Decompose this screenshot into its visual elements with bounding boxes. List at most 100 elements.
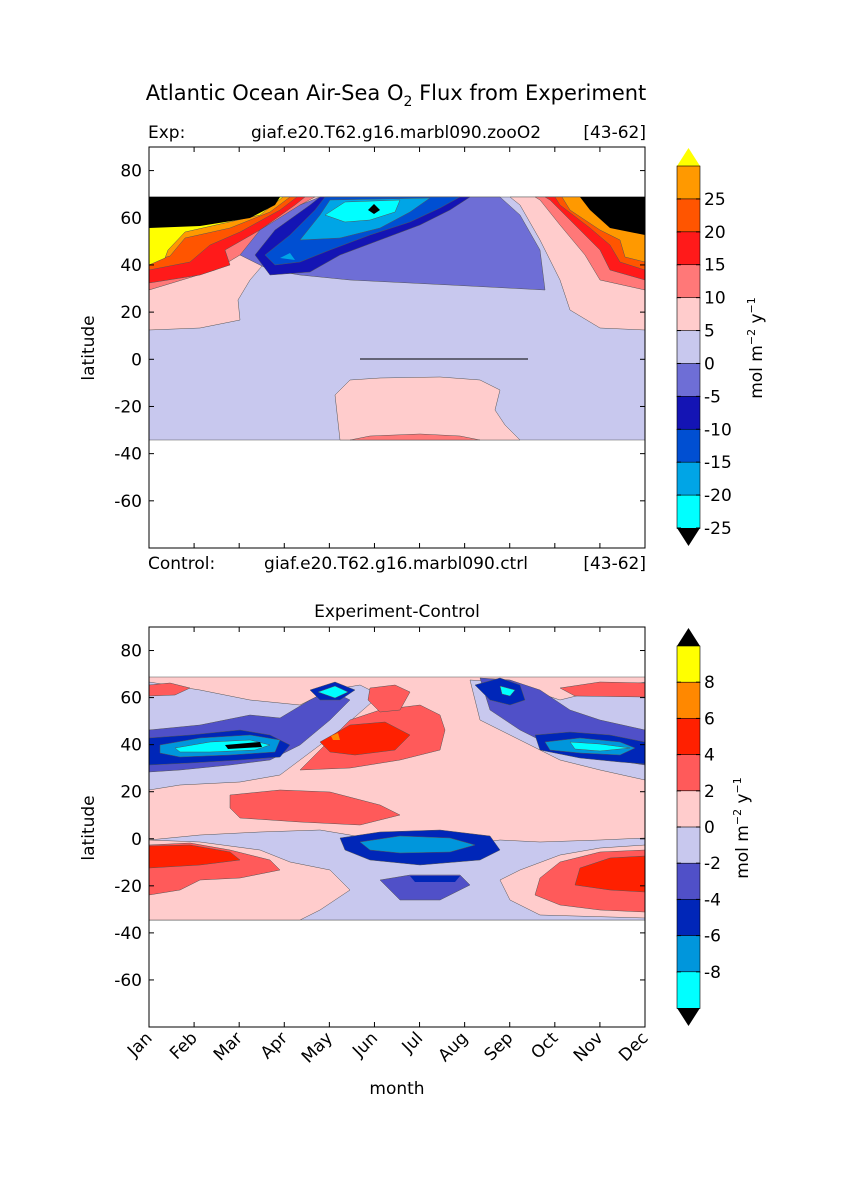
- top-colorbar-segment: [676, 165, 701, 200]
- top-colorbar-segment: [676, 231, 701, 266]
- bottom-ytick-label: 60: [120, 689, 142, 709]
- bottom-colorbar-tick-label: 0: [704, 818, 715, 838]
- bottom-colorbar-segment: [676, 718, 701, 756]
- month-tick-label: Jul: [398, 1028, 427, 1057]
- top-ytick-label: 60: [120, 209, 142, 229]
- bottom-ytick-label: -20: [114, 877, 142, 897]
- top-ytick-label: -40: [114, 445, 142, 465]
- bottom-contour-2-4-sub: [229, 789, 401, 826]
- bottom-ytick-label: -60: [114, 971, 142, 991]
- month-tick-label: Oct: [527, 1028, 562, 1063]
- bottom-ytick-label: 0: [131, 830, 142, 850]
- bottom-colorbar-segment: [676, 899, 701, 937]
- bottom-ytick-label: -40: [114, 924, 142, 944]
- top-colorbar-segment: [676, 363, 701, 398]
- bottom-colorbar-tick-label: -8: [704, 963, 721, 983]
- month-tick-label: Apr: [257, 1028, 292, 1063]
- bottom-plot-frame: [148, 626, 646, 1028]
- bottom-colorbar-tick-label: -4: [704, 890, 721, 910]
- bottom-colorbar-extend-max: [677, 628, 700, 646]
- top-colorbar-tick-label: 5: [704, 322, 715, 342]
- top-colorbar-segment: [676, 494, 701, 529]
- top-ytick-label: -60: [114, 492, 142, 512]
- bottom-contour-6-8-mid: [331, 733, 340, 740]
- top-plot-frame: [148, 146, 646, 549]
- bottom-colorbar-tick-label: 6: [704, 709, 715, 729]
- top-ytick-label: 40: [120, 256, 142, 276]
- bottom-contour-neg10-neg8-may: [317, 685, 349, 699]
- bottom-colorbar-tick-label: -6: [704, 927, 721, 947]
- bottom-title: Experiment-Control: [314, 602, 480, 622]
- bottom-ytick-label: 20: [120, 783, 142, 803]
- bottom-colorbar-label: mol m−2 y−1: [731, 777, 753, 879]
- month-tick-label: Sep: [480, 1028, 517, 1065]
- bottom-ytick-label: 40: [120, 736, 142, 756]
- month-tick-label: Aug: [435, 1028, 473, 1066]
- top-header-left: Exp:: [148, 123, 185, 143]
- top-colorbar-segment: [676, 297, 701, 332]
- bottom-colorbar-tick-label: 2: [704, 782, 715, 802]
- bottom-colorbar-segment: [676, 935, 701, 973]
- top-colorbar-tick-label: -25: [704, 519, 732, 539]
- top-contour-over30-east: [580, 197, 645, 235]
- top-colorbar-segment: [676, 198, 701, 233]
- top-contour-5-10-south: [349, 433, 481, 441]
- top-footer-mid: giaf.e20.T62.g16.marbl090.ctrl: [264, 554, 528, 574]
- bottom-contour-2-4-ne: [559, 681, 645, 698]
- top-colorbar-tick-label: -15: [704, 453, 732, 473]
- bottom-colorbar-segment: [676, 826, 701, 865]
- bottom-contour-4-6-se: [574, 855, 645, 893]
- top-colorbar-segment: [676, 330, 701, 365]
- bottom-contour-neg10-neg8-sep: [499, 685, 516, 697]
- bottom-colorbar-segment: [676, 645, 701, 684]
- top-colorbar-tick-label: -5: [704, 387, 721, 407]
- figure-title: Atlantic Ocean Air-Sea O2 Flux from Expe…: [146, 81, 647, 110]
- bottom-contour-neg8-neg6-eq: [359, 835, 476, 854]
- bottom-contour-neg6-neg4-south: [410, 876, 460, 882]
- top-ytick-label: 80: [120, 162, 142, 182]
- month-tick-label: Nov: [570, 1028, 608, 1066]
- bottom-y-axis: 80 60 40 20 0 -20 -40 -60: [114, 642, 645, 991]
- month-tick-label: Jun: [348, 1028, 382, 1062]
- top-panel: Exp: giaf.e20.T62.g16.marbl090.zooO2 [43…: [79, 123, 767, 574]
- month-tick-label: Jan: [123, 1028, 156, 1061]
- bottom-colorbar-segment: [676, 681, 701, 720]
- top-colorbar-segment: [676, 396, 701, 431]
- bottom-colorbar-segment: [676, 862, 701, 901]
- top-colorbar-extend-max: [677, 148, 700, 166]
- top-colorbar-tick-label: 10: [704, 289, 726, 309]
- top-contour-neg30-neg25: [324, 199, 401, 223]
- month-tick-label: Feb: [166, 1028, 201, 1063]
- bottom-colorbar-extend-min: [677, 1008, 700, 1026]
- bottom-contour-neg10-neg8-west: [174, 739, 271, 753]
- top-colorbar-tick-label: 0: [704, 354, 715, 374]
- bottom-contour-4-6-sw: [149, 844, 241, 869]
- month-tick-label: Dec: [615, 1028, 652, 1065]
- top-contour-0-5-south: [334, 376, 521, 441]
- bottom-contour-neg10-neg8-east: [569, 741, 631, 752]
- top-ytick-label: 0: [131, 350, 142, 370]
- top-contour-over30-west: [149, 197, 280, 228]
- top-header-mid: giaf.e20.T62.g16.marbl090.zooO2: [251, 123, 541, 143]
- bottom-colorbar-segment: [676, 754, 701, 792]
- top-plot-area: [149, 147, 645, 548]
- top-colorbar-segment: [676, 264, 701, 299]
- top-header-right: [43-62]: [583, 123, 646, 143]
- bottom-colorbar-segment: [676, 971, 701, 1009]
- top-y-axis: 80 60 40 20 0 -20 -40 -60: [114, 162, 645, 512]
- bottom-colorbar-tick-label: -2: [704, 854, 721, 874]
- bottom-contour-neg6-neg4-sep: [474, 677, 526, 706]
- bottom-plot-area: [149, 627, 645, 1027]
- month-tick-label: May: [298, 1028, 337, 1067]
- bottom-y-axis-label: latitude: [79, 795, 99, 860]
- bottom-ytick-label: 80: [120, 642, 142, 662]
- bottom-contour-2-4-jun: [367, 684, 411, 713]
- top-ytick-label: -20: [114, 397, 142, 417]
- top-colorbar-tick-label: -10: [704, 420, 732, 440]
- top-ytick-label: 20: [120, 303, 142, 323]
- top-footer-right: [43-62]: [583, 554, 646, 574]
- bottom-colorbar-tick-label: 4: [704, 746, 715, 766]
- bottom-colorbar-segment: [676, 790, 701, 828]
- bottom-contour-below-neg10: [225, 742, 262, 749]
